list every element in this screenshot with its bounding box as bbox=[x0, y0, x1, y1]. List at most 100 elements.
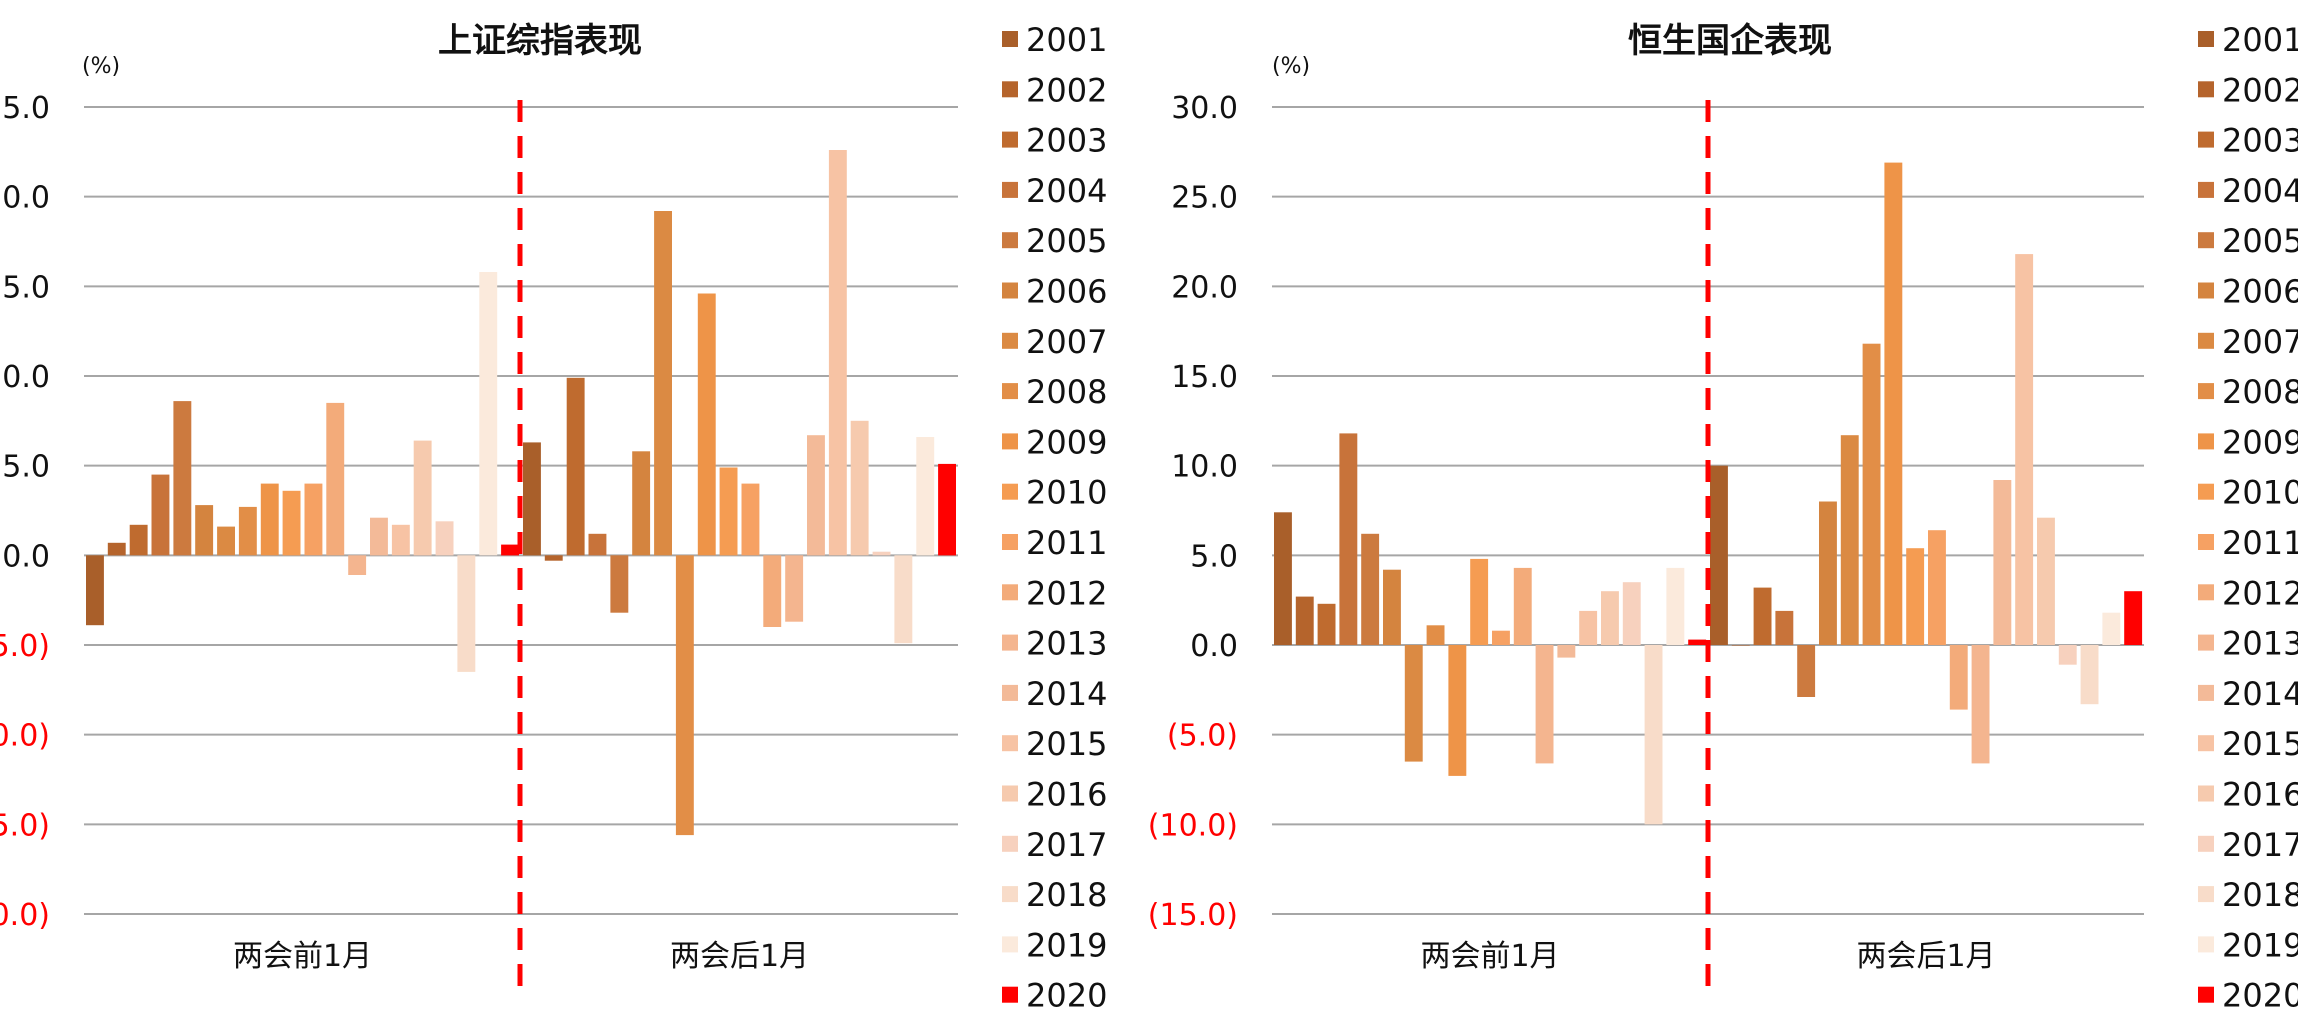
legend-label: 2014 bbox=[1026, 675, 1107, 713]
legend-swatch bbox=[1002, 131, 1018, 148]
bar-2007-after bbox=[654, 211, 672, 556]
legend-label: 2010 bbox=[2222, 474, 2298, 512]
legend-swatch bbox=[1002, 634, 1018, 651]
bar-2017-before bbox=[435, 521, 454, 556]
bar-2010-before bbox=[282, 490, 301, 556]
x-category-label: 两会后1月 bbox=[1856, 939, 1995, 974]
y-tick-label: (5.0) bbox=[1167, 719, 1238, 754]
legend-swatch bbox=[1002, 534, 1018, 550]
bar-2006-before bbox=[1383, 569, 1401, 645]
legend-swatch bbox=[1002, 986, 1018, 1003]
legend-label: 2005 bbox=[1026, 222, 1107, 260]
bar-2003-before bbox=[1317, 603, 1336, 645]
legend-swatch bbox=[1002, 835, 1018, 852]
legend-swatch bbox=[2198, 936, 2214, 953]
bar-2012-before bbox=[326, 402, 345, 556]
y-tick-label: 10.0 bbox=[1171, 450, 1238, 485]
bar-2004-after bbox=[1775, 610, 1794, 645]
legend-label: 2019 bbox=[1026, 926, 1107, 964]
bar-2007-after bbox=[1840, 435, 1859, 645]
bar-2011-after bbox=[741, 483, 760, 556]
legend-swatch bbox=[1002, 936, 1018, 953]
legend-label: 2014 bbox=[2222, 675, 2298, 713]
legend-label: 2010 bbox=[1026, 474, 1107, 512]
legend-swatch bbox=[1002, 232, 1018, 249]
bar-2002-before bbox=[1295, 596, 1314, 645]
legend-label: 2002 bbox=[1026, 71, 1107, 109]
legend-swatch bbox=[1002, 31, 1018, 47]
bar-2005-after bbox=[610, 555, 629, 613]
y-tick-label: 20.0 bbox=[1171, 270, 1238, 305]
legend-label: 2020 bbox=[2222, 977, 2298, 1015]
legend-swatch bbox=[2198, 433, 2214, 450]
legend-label: 2003 bbox=[2222, 122, 2298, 160]
legend-swatch bbox=[1002, 282, 1018, 299]
y-tick-label: 15.0 bbox=[0, 270, 50, 305]
bar-2019-before bbox=[1666, 567, 1685, 645]
bar-2001-before bbox=[86, 555, 104, 626]
legend-label: 2008 bbox=[1026, 373, 1107, 411]
bar-2001-after bbox=[1710, 465, 1728, 645]
legend-label: 2009 bbox=[1026, 423, 1107, 461]
bar-2015-before bbox=[391, 524, 410, 556]
bar-2016-before bbox=[1601, 591, 1619, 645]
y-tick-label: (10.0) bbox=[1148, 808, 1238, 843]
bar-2008-after bbox=[1862, 343, 1881, 645]
legend-swatch bbox=[1002, 383, 1018, 400]
bar-2010-after bbox=[1906, 548, 1925, 645]
legend-label: 2013 bbox=[1026, 625, 1107, 663]
bar-2016-after bbox=[850, 420, 869, 556]
y-tick-label: (20.0) bbox=[0, 898, 50, 933]
legend-swatch bbox=[1002, 886, 1018, 903]
chart-2: 恒生国企表现 (%) 30.0 25.0 20.0 15.0 10.0 5.0 0.0 (5.0)… bbox=[1148, 21, 2298, 1015]
bar-2018-before bbox=[457, 555, 476, 672]
bar-2002-before bbox=[107, 542, 126, 556]
bar-2008-before bbox=[238, 506, 257, 556]
legend-label: 2012 bbox=[2222, 574, 2298, 612]
bar-2010-before bbox=[1470, 558, 1489, 645]
legend-swatch bbox=[2198, 282, 2214, 299]
legend-swatch bbox=[2198, 584, 2214, 601]
y-tick-label: 15.0 bbox=[1171, 360, 1238, 395]
bar-2006-after bbox=[1819, 501, 1837, 645]
legend-swatch bbox=[1002, 785, 1018, 802]
y-tick-label: 25.0 bbox=[1171, 181, 1238, 216]
bar-2001-after bbox=[523, 442, 541, 556]
bar-2016-after bbox=[2037, 517, 2055, 645]
bar-2017-after bbox=[872, 551, 891, 556]
legend-label: 2020 bbox=[1026, 977, 1107, 1015]
bar-2003-after bbox=[1753, 587, 1772, 645]
x-category-label: 两会前1月 bbox=[1420, 939, 1559, 974]
legend-swatch bbox=[1002, 735, 1018, 752]
bar-2003-before bbox=[129, 524, 148, 556]
legend-swatch bbox=[2198, 634, 2214, 651]
bar-2020-before bbox=[501, 544, 519, 556]
bar-2019-after bbox=[916, 437, 935, 556]
legend-label: 2006 bbox=[2222, 273, 2298, 311]
legend-label: 2017 bbox=[2222, 826, 2298, 864]
bar-2011-before bbox=[1492, 630, 1510, 645]
bar-2018-after bbox=[894, 555, 913, 644]
legend-swatch bbox=[1002, 684, 1018, 701]
bar-2011-before bbox=[304, 483, 323, 556]
bar-2001-before bbox=[1274, 512, 1292, 645]
legend-label: 2016 bbox=[2222, 776, 2298, 814]
bar-2015-after bbox=[2015, 254, 2034, 645]
y-unit-label: (%) bbox=[1272, 54, 1310, 79]
legend-label: 2007 bbox=[1026, 323, 1107, 361]
bar-2009-after bbox=[697, 293, 716, 556]
legend-swatch bbox=[2198, 735, 2214, 752]
bar-2008-after bbox=[675, 555, 694, 836]
y-tick-label: 5.0 bbox=[2, 450, 50, 485]
legend-swatch bbox=[2198, 534, 2214, 550]
bar-2011-after bbox=[1928, 530, 1946, 645]
legend-swatch bbox=[1002, 181, 1018, 198]
x-category-label: 两会前1月 bbox=[233, 939, 372, 974]
bar-2012-after bbox=[763, 555, 782, 627]
y-tick-label: 5.0 bbox=[1190, 539, 1238, 574]
bar-2017-after bbox=[2058, 645, 2077, 665]
bar-2014-after bbox=[807, 435, 825, 556]
legend-label: 2001 bbox=[1026, 21, 1107, 59]
